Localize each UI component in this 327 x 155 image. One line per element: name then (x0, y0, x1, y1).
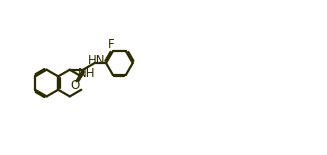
Text: NH: NH (77, 67, 95, 80)
Text: F: F (108, 38, 114, 51)
Text: HN: HN (88, 54, 105, 67)
Text: O: O (70, 79, 79, 92)
